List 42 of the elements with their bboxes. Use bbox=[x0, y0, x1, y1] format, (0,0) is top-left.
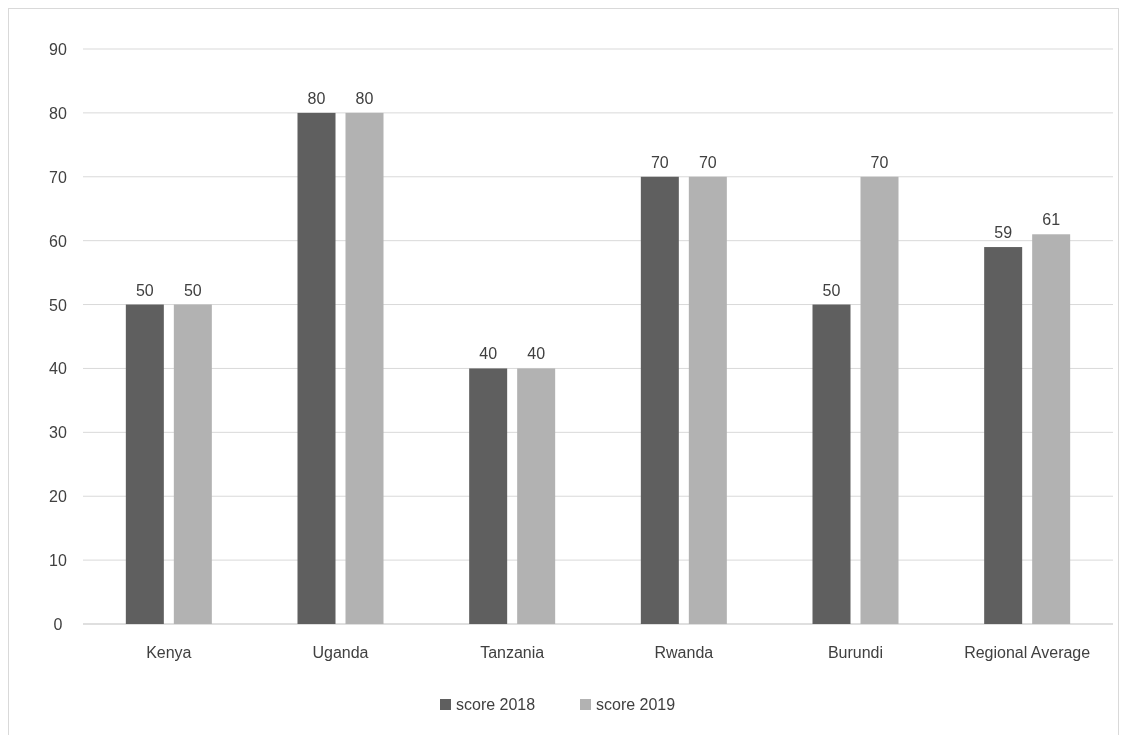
y-tick-label: 30 bbox=[49, 424, 67, 442]
x-tick-label: Burundi bbox=[827, 644, 884, 661]
y-tick-label: 80 bbox=[49, 104, 67, 122]
x-tick-label: Uganda bbox=[312, 644, 369, 661]
bar bbox=[1032, 234, 1071, 624]
data-label: 61 bbox=[1042, 211, 1061, 229]
data-label: 50 bbox=[822, 281, 841, 299]
data-label: 50 bbox=[135, 281, 154, 299]
data-label: 70 bbox=[650, 153, 669, 171]
bar bbox=[640, 176, 679, 624]
data-label: 70 bbox=[698, 153, 717, 171]
bar bbox=[173, 304, 212, 624]
bar bbox=[984, 247, 1023, 624]
bar bbox=[812, 304, 851, 624]
y-tick-label: 70 bbox=[49, 168, 67, 186]
data-label: 59 bbox=[994, 224, 1013, 242]
data-label: 70 bbox=[870, 153, 889, 171]
x-tick-label: Rwanda bbox=[654, 644, 714, 661]
y-tick-label: 20 bbox=[49, 488, 67, 506]
legend-label: score 2018 bbox=[456, 696, 536, 713]
bar bbox=[345, 112, 384, 624]
legend-label: score 2019 bbox=[596, 696, 676, 713]
y-tick-label: 60 bbox=[49, 232, 67, 250]
bar bbox=[517, 368, 556, 624]
data-label: 50 bbox=[183, 281, 202, 299]
bar bbox=[860, 176, 899, 624]
y-tick-label: 0 bbox=[53, 616, 63, 633]
x-tick-label: Kenya bbox=[146, 644, 192, 661]
x-tick-label: Regional Average bbox=[964, 644, 1091, 661]
bar bbox=[125, 304, 164, 624]
x-tick-label: Tanzania bbox=[480, 644, 545, 661]
y-tick-label: 10 bbox=[49, 552, 67, 570]
data-label: 80 bbox=[307, 89, 326, 107]
data-label: 40 bbox=[527, 345, 546, 363]
bar bbox=[297, 112, 336, 624]
y-tick-label: 50 bbox=[49, 296, 67, 314]
bar bbox=[469, 368, 508, 624]
bar bbox=[688, 176, 727, 624]
y-tick-label: 90 bbox=[49, 41, 67, 58]
data-label: 80 bbox=[355, 89, 374, 107]
data-label: 40 bbox=[479, 345, 498, 363]
y-tick-label: 40 bbox=[49, 360, 67, 378]
